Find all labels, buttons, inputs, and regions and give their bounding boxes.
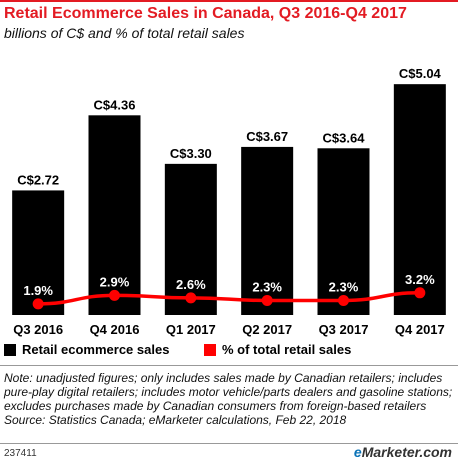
percent-point-3 [261, 294, 273, 306]
percent-point-0 [32, 298, 44, 310]
category-label-5: Q4 2017 [395, 322, 445, 337]
bar-2 [164, 163, 217, 315]
percent-label-4: 2.3% [329, 279, 359, 294]
category-label-1: Q4 2016 [90, 322, 140, 337]
bar-value-label-0: C$2.72 [17, 172, 59, 187]
bar-3 [241, 146, 294, 315]
percent-label-0: 1.9% [23, 283, 53, 298]
legend-item-line: % of total retail sales [204, 342, 351, 357]
percent-label-3: 2.3% [252, 279, 282, 294]
logo-marketer: Marketer [361, 444, 420, 460]
bar-value-label-4: C$3.64 [323, 130, 366, 145]
bar-value-label-2: C$3.30 [170, 146, 212, 161]
bar-value-label-1: C$4.36 [94, 97, 136, 112]
category-label-2: Q1 2017 [166, 322, 216, 337]
bar-0 [12, 190, 65, 315]
percent-point-4 [338, 294, 349, 306]
divider-top [0, 365, 458, 366]
bar-value-label-5: C$5.04 [399, 66, 442, 81]
chart-plot: C$2.72 Q3 2016 C$4.36 Q4 2016 C$3.30 Q1 2017 C… [12, 66, 446, 337]
percent-point-2 [185, 292, 197, 304]
chart-subtitle: billions of C$ and % of total retail sal… [4, 25, 245, 41]
percent-point-5 [414, 287, 426, 299]
emarketer-logo: eMarketer.com [354, 444, 452, 460]
top-accent-line [0, 0, 458, 2]
footnote: Note: unadjusted figures; only includes … [4, 371, 456, 427]
category-label-0: Q3 2016 [13, 322, 63, 337]
legend-label-bars: Retail ecommerce sales [22, 342, 170, 357]
logo-e: e [353, 444, 362, 460]
bar-1 [88, 115, 141, 315]
percent-label-1: 2.9% [100, 274, 130, 289]
logo-dotcom: .com [419, 444, 452, 460]
percent-line [38, 291, 420, 306]
category-label-4: Q3 2017 [319, 322, 369, 337]
chart-id: 237411 [4, 448, 37, 459]
percent-label-2: 2.6% [176, 277, 206, 292]
chart-title: Retail Ecommerce Sales in Canada, Q3 201… [4, 5, 407, 22]
bar-5 [393, 84, 446, 315]
bar-4 [317, 148, 370, 315]
legend-swatch-line [204, 343, 216, 356]
divider-bottom [0, 443, 458, 444]
legend-item-bars: Retail ecommerce sales [4, 342, 169, 357]
bar-value-label-3: C$3.67 [246, 129, 288, 144]
percent-label-5: 3.2% [405, 272, 435, 287]
source-text: Source: Statistics Canada; eMarketer cal… [4, 413, 347, 427]
legend-label-line: % of total retail sales [222, 342, 352, 357]
footnote-text: Note: unadjusted figures; only includes … [4, 371, 453, 413]
legend-swatch-bars [4, 343, 16, 356]
category-label-3: Q2 2017 [242, 322, 292, 337]
percent-point-1 [109, 289, 120, 301]
